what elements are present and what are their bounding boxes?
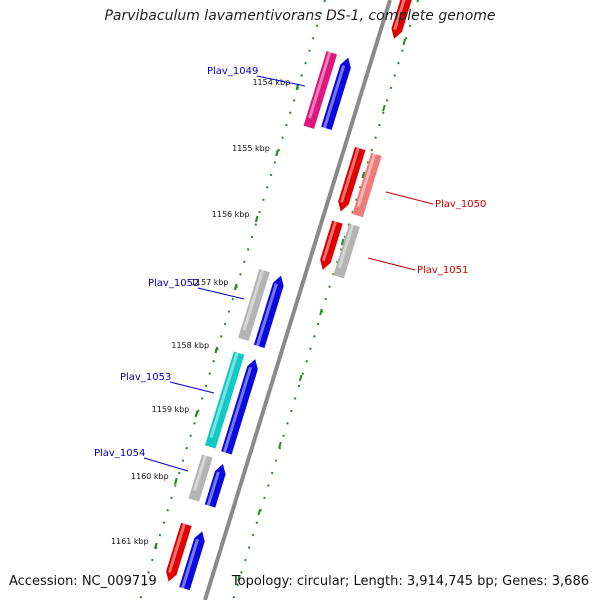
gene-magenta bbox=[303, 51, 338, 129]
right-track-tick bbox=[340, 238, 345, 246]
scale-tick bbox=[153, 542, 158, 550]
scale-tick bbox=[275, 149, 279, 157]
gene-red-bottom bbox=[166, 522, 192, 582]
kbp-scale: 1154 kbp 1155 kbp 1156 kbp 1157 kbp 1158 kbp… bbox=[111, 38, 407, 582]
gene-labels: Plav_1049 Plav_1052 Plav_1053 Plav_1054 Plav… bbox=[94, 66, 486, 459]
scale-tick-label: 1159 kbp bbox=[152, 405, 190, 414]
gene-gray-right bbox=[333, 223, 360, 279]
gene-magenta-highlight bbox=[308, 51, 332, 119]
dotted-scale-tracks bbox=[139, 0, 419, 600]
scale-tick bbox=[194, 410, 199, 418]
gene-label-leader bbox=[143, 457, 189, 472]
gene-cyan-body bbox=[205, 351, 245, 449]
gene-blue-2-highlight bbox=[255, 283, 278, 347]
gene-label-left: Plav_1054 bbox=[94, 448, 145, 459]
gene-red-top-highlight bbox=[393, 0, 409, 31]
gene-label-right: Plav_1050 bbox=[435, 199, 486, 210]
gene-blue-5-highlight bbox=[181, 538, 200, 589]
scale-tick bbox=[214, 346, 219, 354]
gene-blue-1-body bbox=[321, 57, 351, 130]
right-track-tick bbox=[237, 574, 241, 582]
gene-salmon-body bbox=[352, 152, 382, 218]
right-track-tick bbox=[402, 38, 407, 46]
gene-blue-1 bbox=[321, 57, 351, 130]
right-track-tick bbox=[361, 171, 366, 179]
gene-gray-left-highlight bbox=[242, 269, 265, 331]
gene-gray-left-2-highlight bbox=[193, 454, 207, 492]
gene-blue-4-highlight bbox=[206, 471, 220, 506]
scale-tick-label: 1155 kbp bbox=[232, 144, 270, 153]
gene-blue-5 bbox=[179, 531, 205, 591]
gene-label-leader bbox=[169, 381, 215, 394]
gene-blue-1-highlight bbox=[323, 65, 346, 129]
genome-backbone bbox=[203, 0, 392, 600]
gene-label-left: Plav_1052 bbox=[148, 278, 199, 289]
label-leader-lines bbox=[143, 75, 434, 472]
gene-blue-4 bbox=[204, 463, 226, 508]
gene-red-2-highlight bbox=[322, 221, 337, 262]
gene-label-leader bbox=[197, 287, 245, 300]
gene-gray-right-highlight bbox=[337, 224, 355, 269]
accession-text: Accession: NC_009719 bbox=[9, 574, 157, 589]
gene-red-top bbox=[391, 0, 415, 39]
scale-tick-label: 1157 kbp bbox=[191, 278, 229, 287]
gene-red-1-highlight bbox=[340, 147, 360, 203]
gene-gray-left-2-body bbox=[188, 454, 213, 502]
gene-red-2-body bbox=[320, 220, 343, 270]
gene-cyan-highlight bbox=[209, 352, 239, 439]
gene-features bbox=[166, 0, 415, 591]
gene-blue-3-highlight bbox=[223, 366, 253, 453]
gene-label-left: Plav_1049 bbox=[207, 66, 258, 77]
gene-label-right: Plav_1051 bbox=[417, 265, 468, 276]
gene-red-2 bbox=[320, 220, 343, 270]
gene-salmon bbox=[352, 152, 382, 218]
gene-red-1-body bbox=[338, 146, 366, 212]
left-scale-track bbox=[139, 0, 326, 600]
gene-label-leader bbox=[256, 75, 306, 87]
gene-red-bottom-highlight bbox=[167, 523, 186, 573]
gene-label-left: Plav_1053 bbox=[120, 372, 171, 383]
gene-salmon-highlight bbox=[356, 153, 376, 207]
gene-gray-left bbox=[238, 268, 270, 342]
gene-blue-2 bbox=[253, 275, 284, 348]
genome-title: Parvibaculum lavamentivorans DS-1, compl… bbox=[104, 8, 496, 24]
right-track-tick bbox=[382, 104, 386, 112]
right-track-tick bbox=[298, 374, 303, 382]
gene-red-bottom-body bbox=[166, 522, 192, 582]
gene-blue-3-body bbox=[221, 359, 258, 455]
gene-red-1 bbox=[338, 146, 366, 212]
scale-tick-label: 1154 kbp bbox=[252, 78, 290, 87]
scale-tick-label: 1158 kbp bbox=[171, 341, 209, 350]
gene-blue-4-body bbox=[204, 463, 226, 508]
scale-tick-label: 1156 kbp bbox=[212, 210, 250, 219]
scale-tick bbox=[254, 215, 259, 223]
gene-label-leader bbox=[385, 191, 434, 205]
gene-gray-right-body bbox=[333, 223, 360, 279]
scale-tick-label: 1160 kbp bbox=[131, 472, 169, 481]
scale-tick bbox=[233, 283, 238, 291]
genome-summary-text: Topology: circular; Length: 3,914,745 bp… bbox=[231, 574, 589, 589]
gene-blue-3 bbox=[221, 359, 258, 455]
gene-magenta-body bbox=[303, 51, 338, 129]
gene-gray-left-body bbox=[238, 268, 270, 342]
gene-label-leader bbox=[367, 257, 416, 271]
right-track-tick bbox=[257, 508, 262, 516]
right-track-tick bbox=[319, 308, 323, 316]
gene-gray-left-2 bbox=[188, 454, 213, 502]
gene-red-top-body bbox=[391, 0, 415, 39]
gene-cyan bbox=[205, 351, 245, 449]
gene-blue-2-body bbox=[253, 275, 284, 348]
scale-tick-label: 1161 kbp bbox=[111, 537, 149, 546]
gene-blue-5-body bbox=[179, 531, 205, 591]
scale-tick bbox=[174, 477, 178, 485]
right-scale-track bbox=[232, 0, 419, 600]
right-track-tick bbox=[278, 441, 282, 449]
